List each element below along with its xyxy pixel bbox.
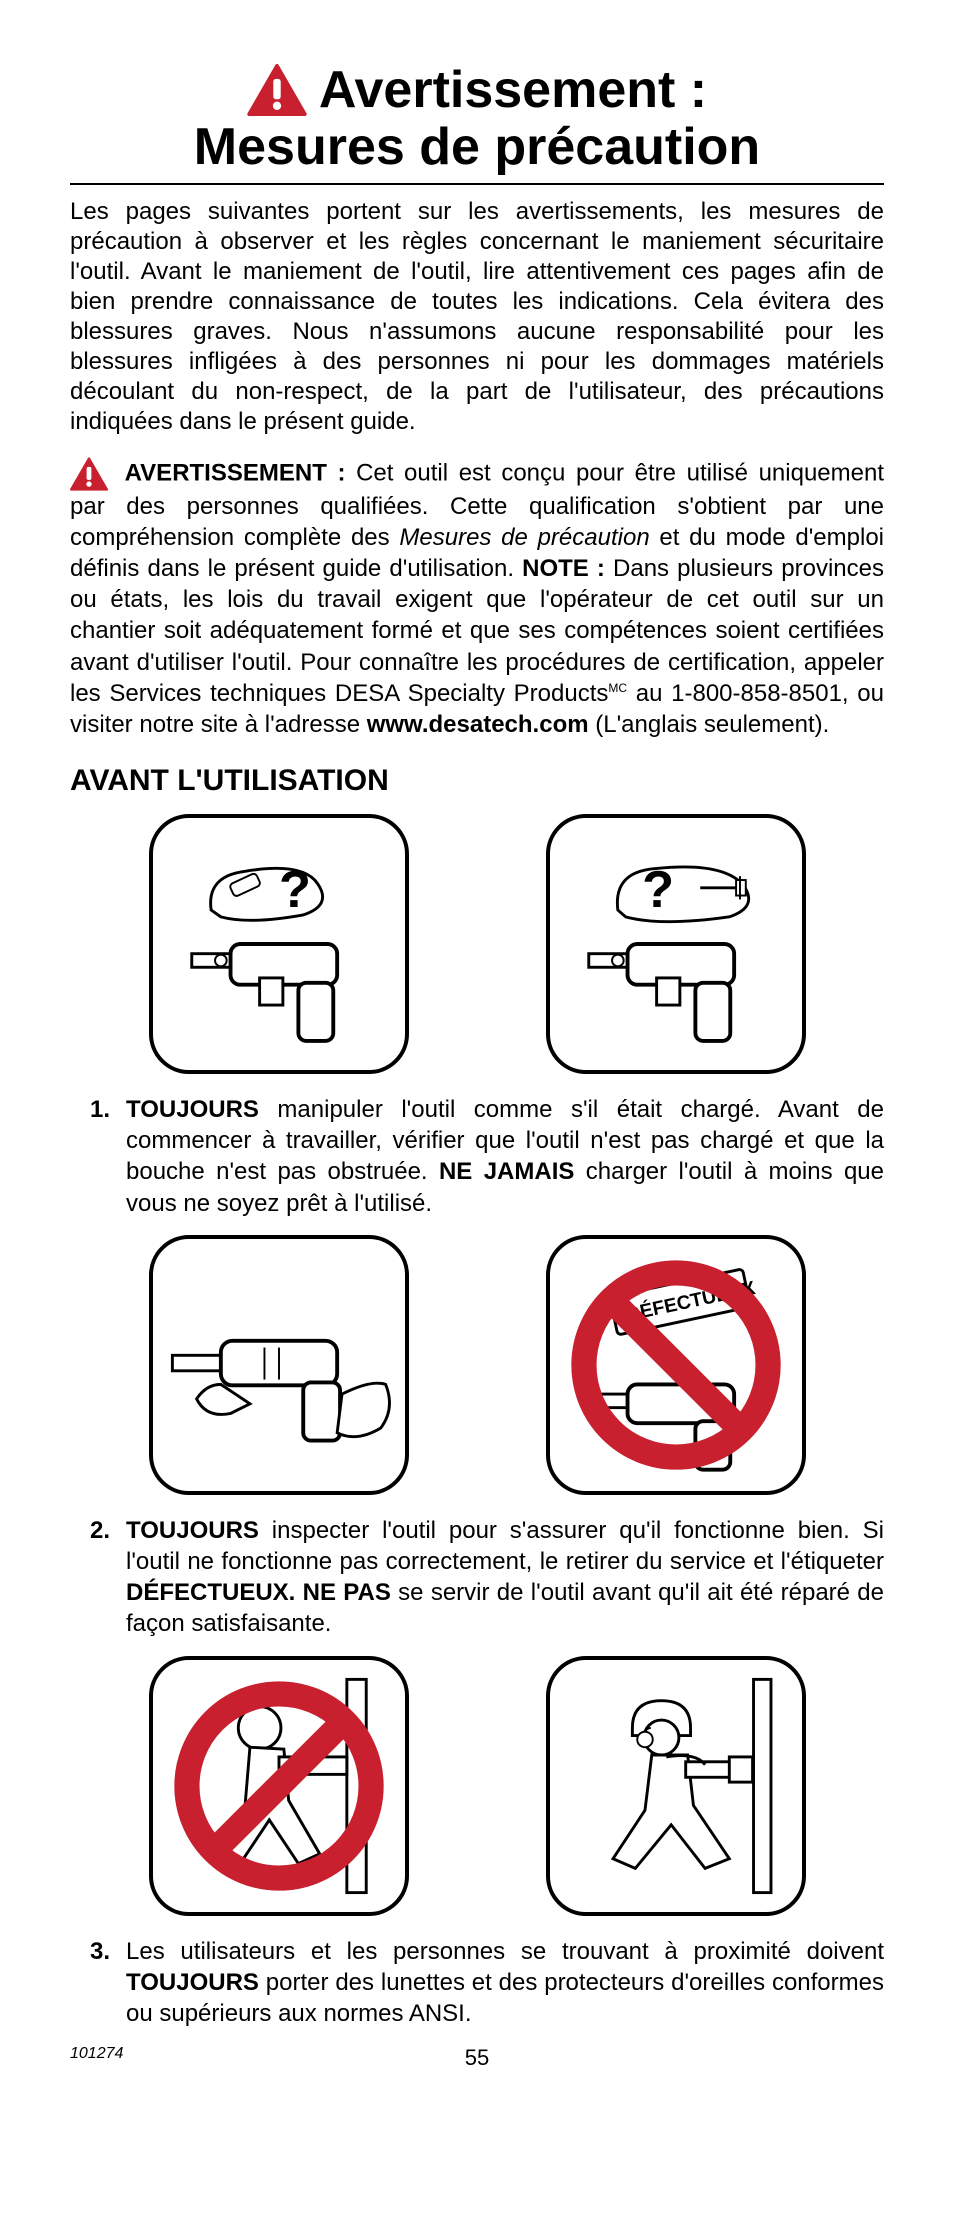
- illustration-no-ppe-prohibited: [149, 1656, 409, 1916]
- title-text-2: Mesures de précaution: [70, 120, 884, 175]
- intro-paragraph: Les pages suivantes portent sur les aver…: [70, 197, 884, 437]
- list-body: Les utilisateurs et les personnes se tro…: [126, 1936, 884, 2030]
- list-item-3: 3. Les utilisateurs et les personnes se …: [70, 1936, 884, 2030]
- illustration-with-ppe-ok: [546, 1656, 806, 1916]
- illustration-row-3: [110, 1656, 844, 1916]
- list-item-2: 2. TOUJOURS inspecter l'outil pour s'ass…: [70, 1515, 884, 1640]
- list-number: 1.: [90, 1094, 126, 1219]
- illustration-row-1: ? ?: [110, 814, 844, 1074]
- illustration-inspect-tool: [149, 1235, 409, 1495]
- website-text: www.desatech.com: [367, 711, 589, 738]
- illustration-row-2: DÉFECTUEUX: [110, 1235, 844, 1495]
- bold-lead: TOUJOURS: [126, 1517, 259, 1544]
- mc-superscript: MC: [608, 681, 627, 695]
- doc-number: 101274: [70, 2045, 123, 2062]
- note-label: NOTE :: [522, 555, 605, 582]
- section-heading: AVANT L'UTILISATION: [70, 764, 884, 798]
- list-number: 2.: [90, 1515, 126, 1640]
- illustration-tool-cartridge-question: ?: [149, 814, 409, 1074]
- list-item-1: 1. TOUJOURS manipuler l'outil comme s'il…: [70, 1094, 884, 1219]
- warning-triangle-icon: [247, 64, 307, 116]
- title-text-1: Avertissement :: [319, 60, 707, 120]
- warning-triangle-icon: [70, 457, 108, 491]
- title-line-1: Avertissement :: [70, 60, 884, 120]
- illustration-tool-fastener-question: ?: [546, 814, 806, 1074]
- list-number: 3.: [90, 1936, 126, 2030]
- list-body: TOUJOURS inspecter l'outil pour s'assure…: [126, 1515, 884, 1640]
- warning-label: AVERTISSEMENT :: [125, 459, 346, 486]
- lang-note: (L'anglais seulement).: [589, 711, 830, 738]
- svg-text:?: ?: [279, 861, 311, 919]
- warning-italic: Mesures de précaution: [399, 524, 649, 551]
- bold-mid: DÉFECTUEUX. NE PAS: [126, 1579, 391, 1606]
- title-block: Avertissement : Mesures de précaution: [70, 60, 884, 185]
- bold-mid: TOUJOURS: [126, 1969, 259, 1996]
- bold-lead: TOUJOURS: [126, 1096, 259, 1123]
- illustration-defective-prohibited: DÉFECTUEUX: [546, 1235, 806, 1495]
- list-body: TOUJOURS manipuler l'outil comme s'il ét…: [126, 1094, 884, 1219]
- page-footer: 101274 55: [70, 2045, 884, 2071]
- bold-mid: NE JAMAIS: [439, 1158, 574, 1185]
- warning-paragraph: AVERTISSEMENT : Cet outil est conçu pour…: [70, 457, 884, 741]
- text-1: Les utilisateurs et les personnes se tro…: [126, 1938, 884, 1965]
- svg-text:?: ?: [642, 861, 674, 919]
- page-number: 55: [465, 2045, 489, 2071]
